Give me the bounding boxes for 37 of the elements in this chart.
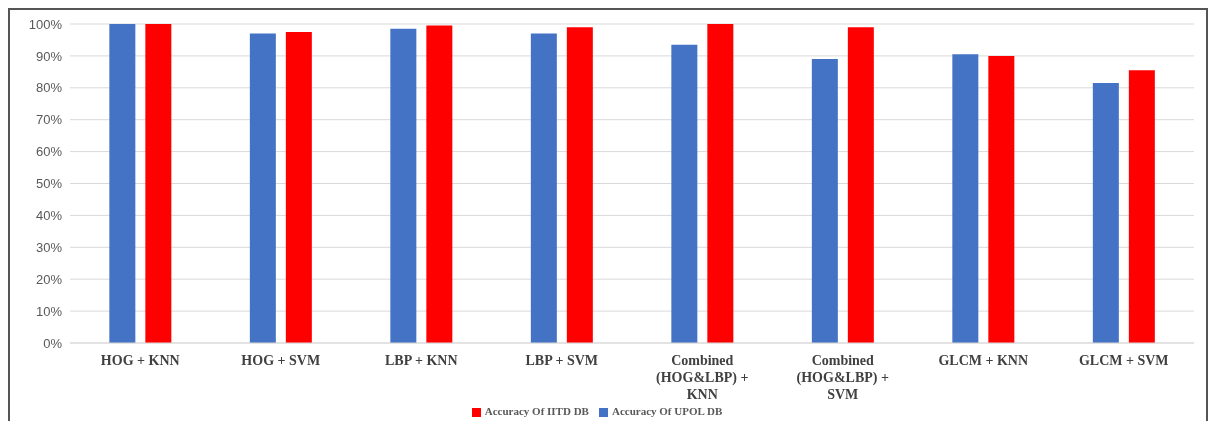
bar (671, 44, 698, 343)
x-tick-label: Combined (HOG&LBP) + KNN (656, 353, 749, 402)
bar (530, 33, 557, 343)
x-tick-label: GLCM + KNN (938, 353, 1029, 368)
y-tick-label: 60% (35, 144, 63, 160)
bar (988, 55, 1015, 343)
bar (426, 25, 453, 343)
x-tick-label: Combined (HOG&LBP) + SVM (796, 353, 889, 402)
bar (707, 24, 734, 343)
x-tick-label: HOG + SVM (241, 353, 321, 368)
bar (847, 27, 874, 343)
y-tick-label: 50% (35, 176, 63, 192)
x-tick-label: LBP + KNN (384, 353, 458, 368)
bar (145, 24, 172, 343)
y-tick-label: 100% (28, 16, 63, 32)
y-tick-label: 80% (35, 80, 63, 96)
y-tick-label: 40% (35, 208, 63, 224)
x-tick-label: GLCM + SVM (1078, 353, 1169, 368)
bar (1092, 83, 1119, 343)
bar (109, 24, 136, 343)
bar (952, 54, 979, 343)
y-tick-label: 20% (35, 271, 63, 287)
x-tick-label: LBP + SVM (525, 353, 599, 368)
y-tick-label: 0% (43, 335, 63, 351)
y-tick-label: 10% (35, 303, 63, 319)
bar (811, 59, 838, 343)
y-tick-label: 70% (35, 112, 63, 128)
y-tick-label: 90% (35, 48, 63, 64)
bar (390, 28, 417, 343)
bar (249, 33, 276, 343)
x-tick-label: HOG + KNN (100, 353, 180, 368)
legend-label: Accuracy Of IITD DB (484, 405, 589, 417)
bar (566, 27, 593, 343)
bar (1128, 70, 1155, 343)
bar (285, 31, 312, 343)
y-tick-label: 30% (35, 239, 63, 255)
legend-label: Accuracy Of UPOL DB (611, 405, 723, 417)
